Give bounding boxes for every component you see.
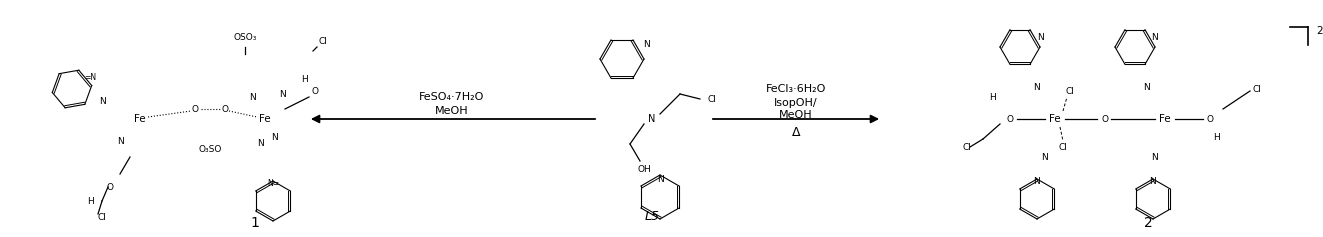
Text: Cl: Cl	[708, 95, 717, 104]
Text: N: N	[257, 140, 263, 149]
Text: O₃SO: O₃SO	[198, 145, 222, 154]
Text: H: H	[1213, 132, 1220, 141]
Text: N: N	[1037, 32, 1044, 41]
Text: Cl: Cl	[98, 213, 106, 222]
Text: FeCl₃·6H₂O: FeCl₃·6H₂O	[766, 84, 826, 94]
Text: O: O	[192, 105, 198, 114]
Text: N=: N=	[267, 179, 279, 188]
Text: Cl: Cl	[963, 142, 971, 151]
Text: N: N	[1143, 82, 1151, 91]
Text: N: N	[271, 132, 278, 141]
Text: O: O	[106, 182, 114, 191]
Text: N: N	[1033, 82, 1040, 91]
Text: N: N	[656, 174, 663, 183]
Text: OSO₃: OSO₃	[233, 32, 257, 41]
Text: 1: 1	[250, 216, 259, 230]
Text: Cl: Cl	[1065, 87, 1074, 96]
Text: MeOH: MeOH	[779, 110, 812, 120]
Text: N: N	[1033, 177, 1040, 186]
Text: N: N	[643, 40, 651, 49]
Text: N: N	[250, 92, 257, 101]
Text: Fe: Fe	[1049, 114, 1061, 124]
Text: O: O	[1007, 114, 1013, 123]
Text: 2: 2	[1143, 216, 1152, 230]
Text: H: H	[302, 74, 308, 83]
Text: FeSO₄·7H₂O: FeSO₄·7H₂O	[419, 92, 484, 102]
Text: O: O	[311, 87, 319, 96]
Text: Δ: Δ	[791, 127, 800, 140]
Text: N: N	[1041, 152, 1048, 161]
Text: N: N	[116, 137, 123, 146]
Text: MeOH: MeOH	[435, 106, 468, 116]
Text: N: N	[1151, 32, 1159, 41]
Text: H: H	[990, 92, 996, 101]
Text: N: N	[1150, 177, 1156, 186]
Text: N: N	[279, 90, 286, 99]
Text: O: O	[1102, 114, 1109, 123]
Text: OH: OH	[638, 164, 651, 173]
Text: Fe: Fe	[259, 114, 271, 124]
Text: O: O	[1207, 114, 1213, 123]
Text: L5: L5	[644, 210, 659, 223]
Text: IsopOH/: IsopOH/	[774, 98, 818, 108]
Text: 2+: 2+	[1316, 26, 1323, 36]
Text: =N: =N	[83, 73, 97, 82]
Text: N: N	[648, 114, 656, 124]
Text: Cl: Cl	[1058, 142, 1068, 151]
Text: N: N	[99, 96, 106, 105]
Text: Cl: Cl	[1253, 85, 1261, 94]
Text: Cl: Cl	[319, 36, 327, 46]
Text: Fe: Fe	[134, 114, 146, 124]
Text: H: H	[86, 196, 94, 205]
Text: Fe: Fe	[1159, 114, 1171, 124]
Text: O: O	[221, 105, 229, 114]
Text: N: N	[1151, 152, 1159, 161]
